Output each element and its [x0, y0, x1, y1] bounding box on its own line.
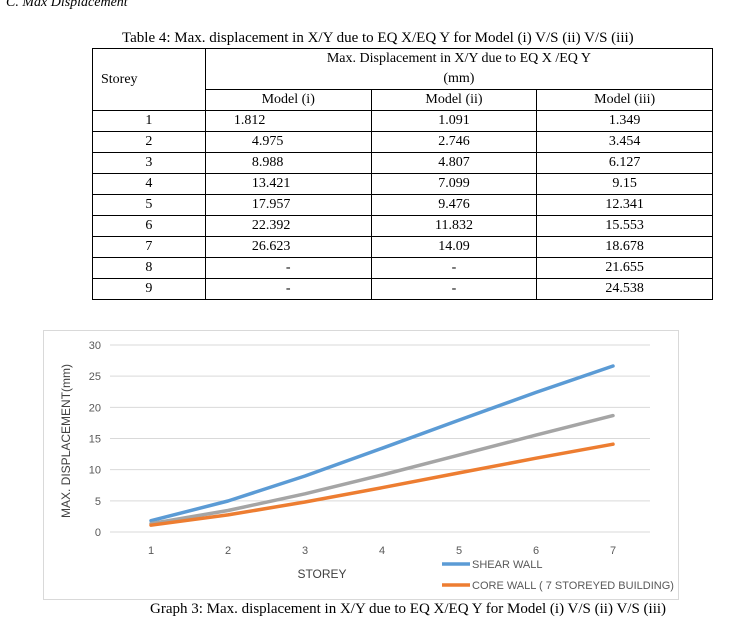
model-header: Model (iii)	[536, 89, 713, 111]
model-ii-cell: -	[370, 257, 538, 279]
model-ii-cell: -	[370, 278, 538, 300]
storey-cell: 1	[92, 110, 206, 132]
model-i-cell: 26.623	[204, 236, 372, 258]
model-ii-cell: 11.832	[370, 215, 538, 237]
model-iii-cell: 12.341	[536, 194, 713, 216]
model-ii-cell: 9.476	[370, 194, 538, 216]
table-row: 8- -21.655	[92, 257, 713, 279]
storey-cell: 2	[92, 131, 206, 153]
storey-cell: 5	[92, 194, 206, 216]
model-i-cell: 1.812	[204, 110, 372, 132]
series-line	[149, 364, 615, 523]
table-row: 1 1.812 1.091 1.349	[92, 110, 713, 132]
table-caption: Table 4: Max. displacement in X/Y due to…	[122, 30, 634, 46]
storey-cell: 4	[92, 173, 206, 195]
displacement-chart: 0 5 10 15 20 25 30 1 2 3 4 5 6 7 STOREY MAX. DISPLACEME…	[59, 340, 674, 592]
storey-cell: 3	[92, 152, 206, 174]
y-tick-label: 25	[89, 371, 101, 383]
series-line	[149, 442, 615, 527]
model-i-cell: 17.957	[204, 194, 372, 216]
y-tick-label: 30	[89, 340, 101, 352]
model-i-cell: 4.975	[204, 131, 372, 153]
model-ii-cell: 4.807	[370, 152, 538, 174]
x-tick-label: 1	[148, 545, 154, 557]
group-header-line1: Max. Displacement in X/Y due to EQ X /EQ…	[326, 51, 591, 66]
model-iii-cell: 3.454	[536, 131, 713, 153]
model-iii-cell: 18.678	[536, 236, 713, 258]
storey-header: Storey	[92, 48, 206, 111]
chart-frame: 0 5 10 15 20 25 30 1 2 3 4 5 6 7 STOREY MAX. DISPLACEME…	[43, 330, 679, 600]
storey-cell: 8	[92, 257, 206, 279]
displacement-table: Storey Max. Displacement in X/Y due to E…	[92, 48, 714, 300]
y-tick-label: 20	[89, 402, 101, 414]
table-row: 7 26.623 14.09 18.678	[92, 236, 713, 258]
y-tick-label: 5	[95, 496, 101, 508]
table-row: 5 17.957 9.476 12.341	[92, 194, 713, 216]
model-header: Model (i)	[204, 89, 372, 111]
model-i-cell: 13.421	[204, 173, 372, 195]
storey-cell: 9	[92, 278, 206, 300]
model-iii-cell: 15.553	[536, 215, 713, 237]
legend-entry: CORE WALL ( 7 STOREYED BUILDING)	[472, 580, 674, 592]
model-ii-cell: 7.099	[370, 173, 538, 195]
table-row: 4 13.421 7.099 9.15	[92, 173, 713, 195]
model-ii-cell: 14.09	[370, 236, 538, 258]
model-iii-cell: 24.538	[536, 278, 713, 300]
model-i-cell: 8.988	[204, 152, 372, 174]
table-row: 9- -24.538	[92, 278, 713, 300]
model-i-cell: 22.392	[204, 215, 372, 237]
legend-entry: SHEAR WALL	[472, 559, 543, 571]
x-tick-label: 4	[379, 545, 385, 557]
x-tick-label: 6	[533, 545, 539, 557]
y-tick-label: 10	[89, 465, 101, 477]
storey-cell: 6	[92, 215, 206, 237]
model-iii-cell: 21.655	[536, 257, 713, 279]
y-tick-label: 0	[95, 527, 101, 539]
model-iii-cell: 6.127	[536, 152, 713, 174]
x-tick-label: 5	[456, 545, 462, 557]
model-iii-cell: 1.349	[536, 110, 713, 132]
model-iii-cell: 9.15	[536, 173, 713, 195]
group-header-line2: (mm)	[443, 71, 475, 86]
model-i-cell: -	[204, 257, 372, 279]
table-row: 6 22.392 11.832 15.553	[92, 215, 713, 237]
model-i-cell: -	[204, 278, 372, 300]
storey-cell: 7	[92, 236, 206, 258]
model-ii-cell: 2.746	[370, 131, 538, 153]
x-axis-label: STOREY	[297, 567, 346, 581]
model-ii-cell: 1.091	[370, 110, 538, 132]
chart-caption: Graph 3: Max. displacement in X/Y due to…	[150, 601, 667, 617]
x-tick-label: 7	[610, 545, 616, 557]
section-heading: C. Max Displacement	[6, 0, 128, 10]
series-line	[149, 413, 615, 526]
table-row: 3 8.988 4.807 6.127	[92, 152, 713, 174]
x-tick-label: 3	[302, 545, 308, 557]
y-tick-label: 15	[89, 434, 101, 446]
x-tick-label: 2	[225, 545, 231, 557]
model-header: Model (ii)	[370, 89, 538, 111]
y-axis-label: MAX. DISPLACEMENT(mm)	[59, 364, 73, 518]
table-row: 2 4.975 2.746 3.454	[92, 131, 713, 153]
group-header: Max. Displacement in X/Y due to EQ X /EQ…	[204, 48, 714, 90]
